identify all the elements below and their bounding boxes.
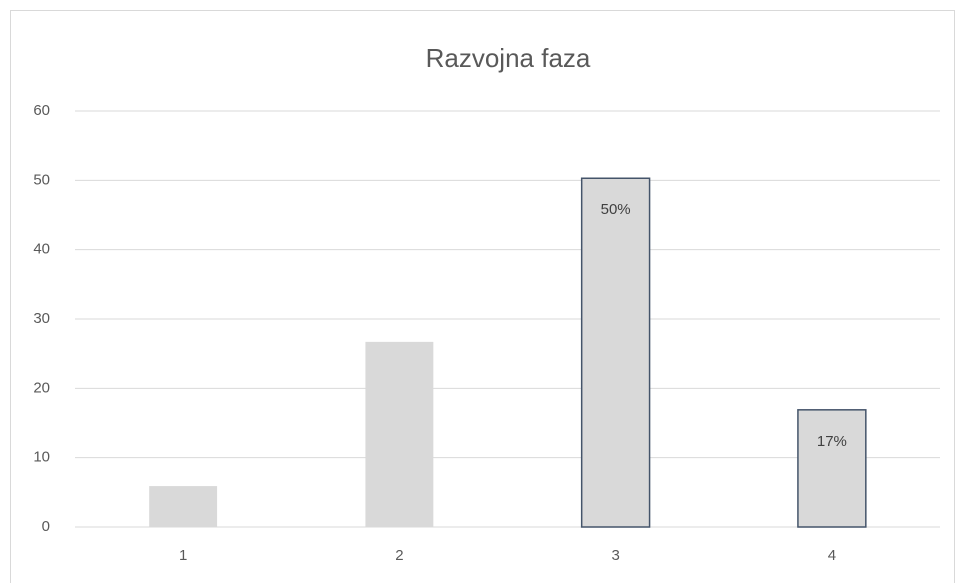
bar — [365, 341, 434, 527]
y-tick-label: 50 — [33, 171, 50, 188]
bar — [580, 177, 651, 528]
y-tick-label: 60 — [33, 102, 50, 119]
y-tick-label: 30 — [33, 310, 50, 327]
data-label: 17% — [817, 433, 847, 450]
x-tick-label: 1 — [179, 547, 187, 564]
x-tick-label: 4 — [828, 547, 836, 564]
x-tick-label: 2 — [395, 547, 403, 564]
y-tick-label: 10 — [33, 449, 50, 466]
chart-title: Razvojna faza — [426, 43, 591, 73]
x-tick-label: 3 — [611, 547, 619, 564]
bar — [149, 486, 218, 527]
bar — [797, 409, 867, 528]
y-tick-label: 20 — [33, 379, 50, 396]
y-tick-label: 0 — [42, 518, 50, 535]
data-label: 50% — [601, 201, 631, 218]
y-tick-label: 40 — [33, 241, 50, 258]
